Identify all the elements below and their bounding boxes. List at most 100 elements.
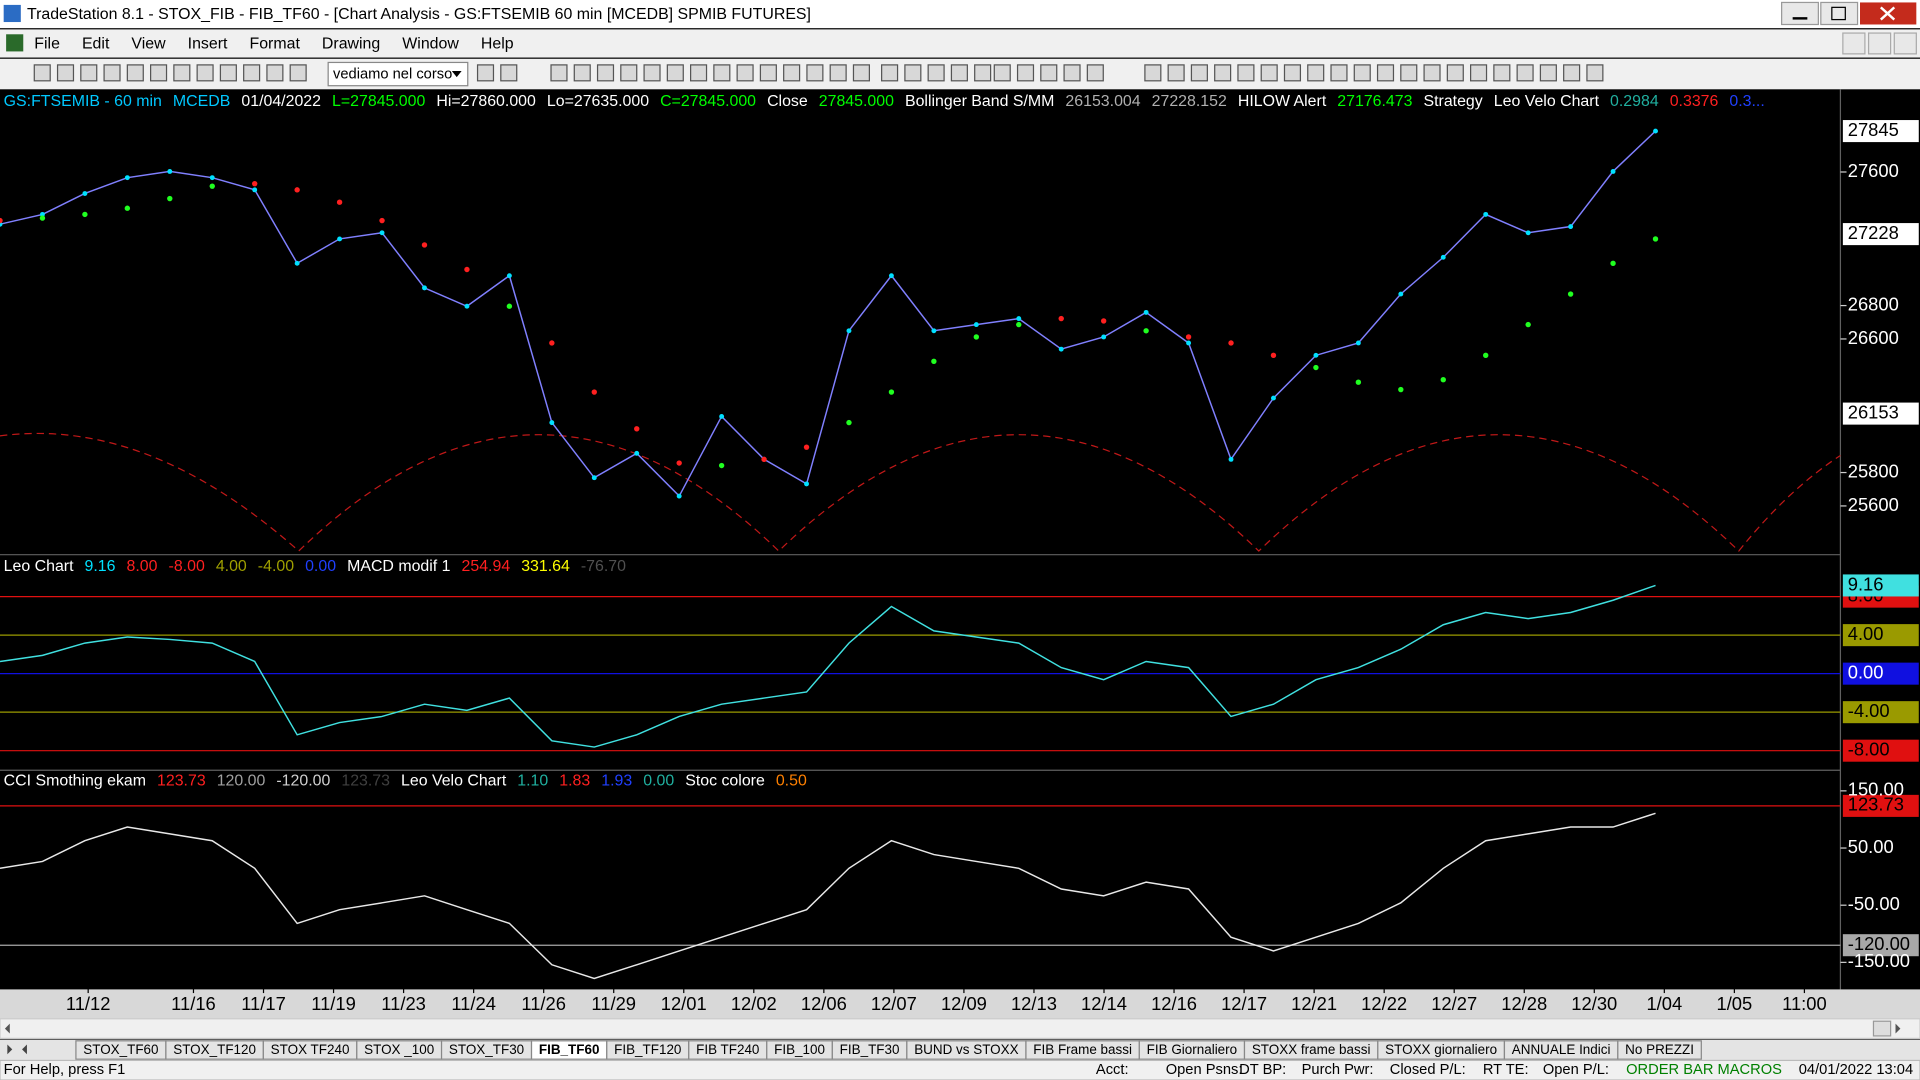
tool-icon[interactable]	[80, 64, 98, 82]
tool-icon[interactable]	[829, 64, 847, 82]
tab-label[interactable]: FIB_TF30	[840, 1042, 900, 1057]
combo-box[interactable]	[327, 61, 469, 87]
tool-icon[interactable]	[1307, 64, 1325, 82]
tool-icon[interactable]	[881, 64, 899, 82]
tool-icon[interactable]	[266, 64, 284, 82]
tool-icon[interactable]	[1260, 64, 1278, 82]
tool-icon[interactable]	[150, 64, 168, 82]
tool-icon[interactable]	[1470, 64, 1488, 82]
tool-icon[interactable]	[33, 64, 51, 82]
tab-label[interactable]: FIB_100	[774, 1042, 825, 1057]
tab-scroll[interactable]	[7, 1044, 13, 1055]
menu-item[interactable]: Format	[249, 35, 300, 52]
tab-label[interactable]: FIB Giornaliero	[1147, 1042, 1237, 1057]
tool-icon[interactable]	[103, 64, 121, 82]
tab-label[interactable]: FIB Frame bassi	[1033, 1042, 1132, 1057]
tool-icon[interactable]	[1423, 64, 1441, 82]
tool-icon[interactable]	[1400, 64, 1418, 82]
tab[interactable]	[1617, 1040, 1702, 1060]
tab-label[interactable]: STOXX frame bassi	[1252, 1042, 1371, 1057]
axis-box	[1842, 402, 1919, 425]
tool-icon[interactable]	[904, 64, 922, 82]
tool-icon[interactable]	[1376, 64, 1395, 82]
tool-icon[interactable]	[1214, 64, 1232, 82]
tool-icon[interactable]	[1493, 64, 1511, 82]
tool-icon[interactable]	[56, 64, 75, 82]
tool-icon[interactable]	[1167, 64, 1185, 82]
tool-icon[interactable]	[620, 64, 638, 82]
scroll-thumb[interactable]	[1872, 1020, 1892, 1037]
menu-item[interactable]: Edit	[82, 35, 110, 52]
tool-icon[interactable]	[1063, 64, 1081, 82]
tool-icon[interactable]	[1283, 64, 1302, 82]
tool-icon[interactable]	[643, 64, 661, 82]
tool-icon[interactable]	[476, 64, 495, 82]
tool-icon[interactable]	[1237, 64, 1255, 82]
scroll-bar[interactable]	[0, 1018, 1920, 1039]
tool-icon[interactable]	[596, 64, 615, 82]
tool-icon[interactable]	[500, 64, 518, 82]
tool-icon[interactable]	[1563, 64, 1581, 82]
tool-icon[interactable]	[243, 64, 261, 82]
menu-item[interactable]: Insert	[188, 35, 228, 52]
menu-item[interactable]: File	[34, 35, 60, 52]
tool-icon[interactable]	[173, 64, 191, 82]
tool-icon[interactable]	[1144, 64, 1162, 82]
tool-icon[interactable]	[783, 64, 801, 82]
x-tick-label: 11:00	[1782, 993, 1827, 1014]
tool-icon[interactable]	[1040, 64, 1058, 82]
tool-icon[interactable]	[1016, 64, 1035, 82]
menu-item[interactable]: View	[131, 35, 166, 52]
pane-header: Leo Velo Chart	[1494, 93, 1600, 110]
tab-label[interactable]: BUND vs STOXX	[914, 1042, 1018, 1057]
tool-icon[interactable]	[993, 64, 1011, 82]
minimize-button[interactable]	[1781, 1, 1819, 26]
tool-icon[interactable]	[573, 64, 591, 82]
tab-label[interactable]: STOXX giornaliero	[1385, 1042, 1497, 1057]
restore-button[interactable]	[1820, 1, 1859, 26]
mdi-restore[interactable]	[1867, 32, 1892, 55]
tool-icon[interactable]	[736, 64, 754, 82]
tool-icon[interactable]	[950, 64, 968, 82]
menu-item[interactable]: Drawing	[322, 35, 380, 52]
tab-label[interactable]: FIB TF240	[696, 1042, 759, 1057]
tool-icon[interactable]	[219, 64, 237, 82]
tool-icon[interactable]	[289, 64, 307, 82]
tool-icon[interactable]	[1190, 64, 1208, 82]
tool-icon[interactable]	[852, 64, 870, 82]
tab-label[interactable]: STOX _100	[364, 1042, 434, 1057]
tool-icon[interactable]	[1516, 64, 1534, 82]
tab-scroll[interactable]	[22, 1044, 27, 1055]
tab-label[interactable]: STOX_TF30	[449, 1042, 524, 1057]
tool-icon[interactable]	[1353, 64, 1371, 82]
tool-icon[interactable]	[713, 64, 731, 82]
stop-dot	[973, 334, 980, 340]
tool-icon[interactable]	[806, 64, 824, 82]
tool-icon[interactable]	[1586, 64, 1604, 82]
status-item: Open Psns:	[1166, 1062, 1243, 1078]
menu-item[interactable]: Help	[481, 35, 514, 52]
tool-icon[interactable]	[1086, 64, 1104, 82]
mdi-close[interactable]	[1893, 32, 1917, 55]
tab-label[interactable]: STOX_TF60	[83, 1042, 158, 1057]
tool-icon[interactable]	[1539, 64, 1557, 82]
tool-icon[interactable]	[690, 64, 708, 82]
tool-icon[interactable]	[974, 64, 992, 82]
tab-label[interactable]: FIB_TF60	[539, 1042, 600, 1057]
tool-icon[interactable]	[126, 64, 144, 82]
tool-icon[interactable]	[666, 64, 684, 82]
tool-icon[interactable]	[196, 64, 214, 82]
menu-item[interactable]: Window	[402, 35, 459, 52]
tool-icon[interactable]	[927, 64, 945, 82]
tool-icon[interactable]	[550, 64, 568, 82]
tab-label[interactable]: STOX_TF120	[173, 1042, 256, 1057]
tab-label[interactable]: FIB_TF120	[614, 1042, 681, 1057]
tool-icon[interactable]	[759, 64, 777, 82]
tab-label[interactable]: No PREZZI	[1625, 1042, 1694, 1057]
tab-label[interactable]: STOX TF240	[271, 1042, 350, 1057]
mdi-minimize[interactable]	[1842, 32, 1866, 55]
tool-icon[interactable]	[1330, 64, 1348, 82]
stop-dot	[718, 462, 725, 469]
tab-label[interactable]: ANNUALE Indici	[1512, 1042, 1611, 1057]
tool-icon[interactable]	[1446, 64, 1464, 82]
